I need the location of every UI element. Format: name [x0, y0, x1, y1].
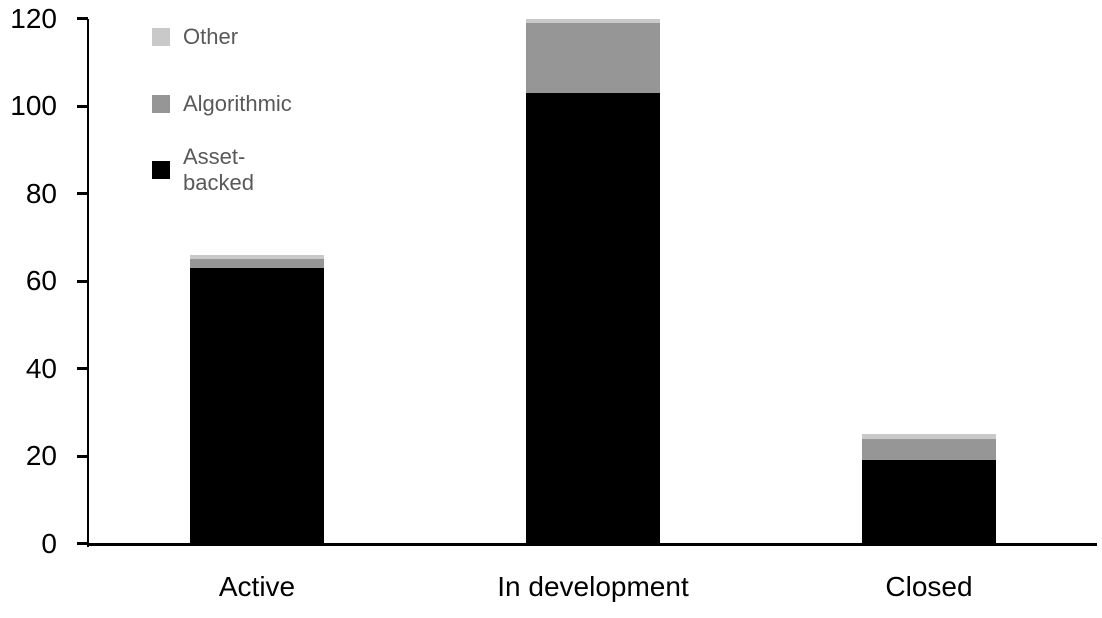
bar-segment-other [190, 254, 324, 260]
y-axis-tick [77, 279, 88, 283]
y-axis-tick [77, 17, 88, 20]
bar-segment-asset-backed [526, 92, 660, 544]
bar-segment-algorithmic [190, 259, 324, 268]
y-axis-tick [77, 104, 88, 108]
bar-segment-asset-backed [190, 267, 324, 544]
bar-segment-asset-backed [862, 460, 996, 544]
y-axis-line [87, 19, 89, 547]
bar-closed [862, 434, 996, 544]
bar-segment-other [526, 18, 660, 23]
y-axis-tick [77, 454, 88, 458]
bar-in-development [526, 18, 660, 544]
bar-segment-algorithmic [526, 22, 660, 93]
legend-swatch-icon [152, 95, 170, 113]
y-axis-tick [77, 192, 88, 195]
legend-item-label: Other [183, 24, 239, 49]
y-axis-tick-label: 60 [25, 265, 57, 296]
legend-swatch-icon [152, 28, 170, 46]
x-axis-line [87, 543, 1097, 546]
legend-item-label: Algorithmic [183, 91, 292, 116]
x-axis-category-label: Closed [885, 571, 973, 602]
y-axis-tick-label: 80 [25, 177, 57, 209]
bar-active [190, 254, 324, 544]
x-axis-category-label: In development [497, 571, 689, 602]
legend-item-label: Asset-backed [183, 144, 254, 195]
y-axis-tick-label: 100 [10, 90, 57, 121]
bar-segment-other [862, 434, 996, 439]
y-axis-tick-label: 120 [10, 2, 57, 34]
y-axis-tick [77, 367, 88, 370]
y-axis-tick-label: 40 [25, 352, 57, 384]
bar-segment-algorithmic [862, 438, 996, 461]
x-axis-category-label: Active [218, 571, 296, 602]
y-axis-tick-label: 0 [41, 527, 57, 559]
legend-item-other: Other [152, 23, 238, 51]
legend-swatch-icon [152, 161, 170, 179]
y-axis-tick-label: 20 [25, 440, 57, 471]
legend-item-asset-backed: Asset-backed [152, 144, 254, 195]
legend-item-algorithmic: Algorithmic [152, 90, 292, 118]
y-axis-tick [77, 542, 88, 545]
